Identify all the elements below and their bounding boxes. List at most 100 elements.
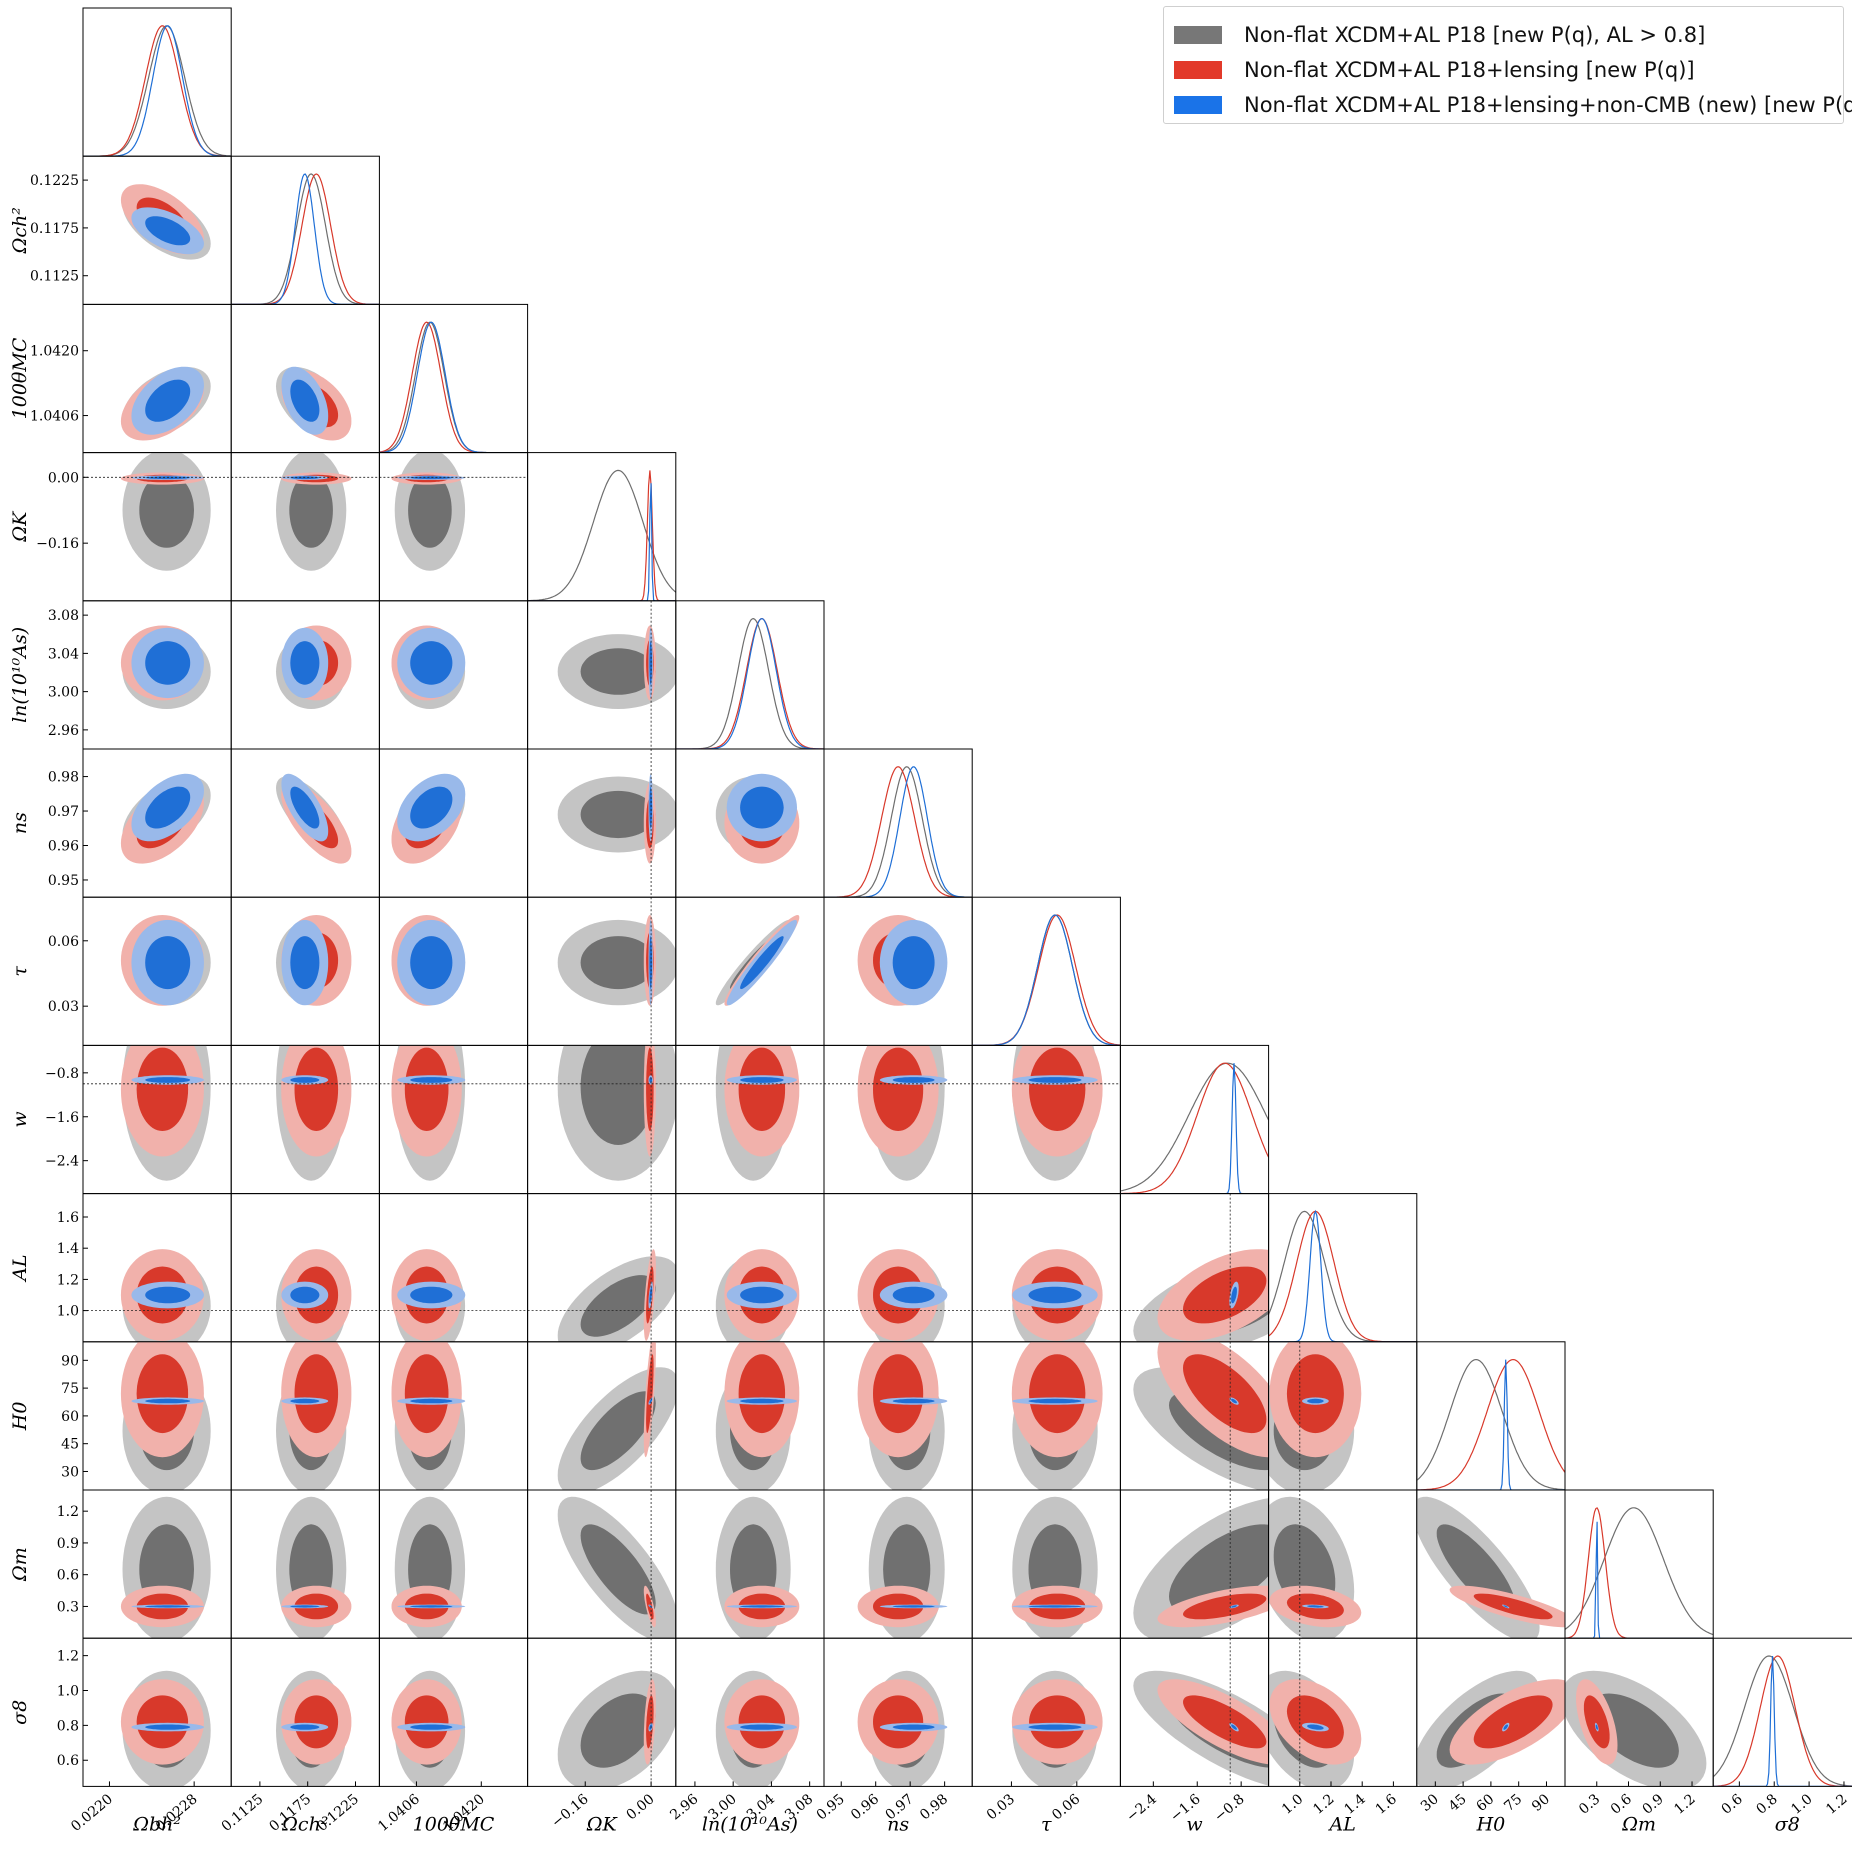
y-tick-label: 1.0 bbox=[57, 1684, 79, 1700]
contour-68-H0-sigma8-s1 bbox=[1473, 1695, 1553, 1749]
panel-ombh2-AL: 1.0 1.2 1.4 1.6 AL bbox=[9, 1193, 232, 1343]
panel-lnAs-AL bbox=[675, 1193, 825, 1343]
panel-H0-omegam bbox=[1416, 1489, 1566, 1639]
contour-68-theta-omegak-s0 bbox=[408, 472, 452, 548]
marginal-curve-AL-s0 bbox=[1268, 1210, 1417, 1342]
contour-68-lnAs-H0-s1 bbox=[738, 1354, 786, 1434]
y-tick-label: 1.2 bbox=[57, 1649, 79, 1665]
contour-68-ombh2-lnAs-s2 bbox=[145, 641, 191, 685]
panel-omegak-H0 bbox=[527, 1341, 677, 1491]
panel-omch2-theta bbox=[230, 303, 380, 454]
panel-content bbox=[857, 915, 948, 1006]
contour-68-theta-AL-s2 bbox=[410, 1286, 453, 1304]
panel-ombh2-omegam: 0.3 0.6 0.9 1.2 Ωm bbox=[9, 1489, 232, 1639]
contour-68-omegak-AL-s0 bbox=[580, 1275, 656, 1337]
panel-content bbox=[557, 1638, 676, 1787]
legend-item: Non-flat XCDM+AL P18+lensing+non-CMB (ne… bbox=[1174, 87, 1852, 122]
x-axis-label-omegak: ΩK bbox=[586, 1813, 619, 1835]
contour-68-ns-H0-s1 bbox=[873, 1354, 924, 1434]
y-axis-label-omch2: Ωch² bbox=[9, 207, 31, 254]
panel-ombh2-lnAs: 2.96 3.00 3.04 3.08 ln(10¹⁰As) bbox=[9, 600, 232, 750]
x-tick-label: 0.95 bbox=[814, 1791, 848, 1823]
contour-68-omegak-w-s1 bbox=[646, 1047, 654, 1131]
contour-68-omegak-sigma8-s1 bbox=[646, 1695, 654, 1749]
contour-68-lnAs-w-s1 bbox=[738, 1047, 786, 1131]
y-tick-label: 30 bbox=[61, 1464, 79, 1480]
contour-68-ombh2-omegam-s2 bbox=[145, 1605, 191, 1608]
x-tick-label: 60 bbox=[1474, 1791, 1498, 1815]
panel-content bbox=[675, 617, 824, 749]
panel-content bbox=[1416, 1670, 1566, 1787]
panel-content bbox=[715, 915, 800, 1006]
contour-68-ns-H0-s2 bbox=[892, 1398, 935, 1404]
y-axis-label-tau: τ bbox=[9, 966, 31, 977]
legend-label-p18-lensing: Non-flat XCDM+AL P18+lensing [new P(q)] bbox=[1244, 57, 1695, 82]
panel-ombh2-H0: 30 45 60 75 90 H0 bbox=[9, 1341, 232, 1491]
contour-68-lnAs-sigma8-s1 bbox=[738, 1695, 786, 1749]
panel-omch2-ns bbox=[230, 748, 380, 898]
contour-68-tau-sigma8-s1 bbox=[1029, 1695, 1086, 1749]
panel-ns-tau bbox=[823, 896, 973, 1046]
panel-lnAs-H0 bbox=[675, 1341, 825, 1491]
panel-content bbox=[675, 1249, 824, 1342]
panel-content bbox=[1011, 1341, 1103, 1491]
panel-frame bbox=[1416, 1341, 1566, 1491]
x-axis-label-ns: ns bbox=[887, 1813, 909, 1835]
legend-swatch-p18 bbox=[1174, 25, 1222, 44]
panel-content bbox=[715, 773, 800, 864]
y-tick-label: 45 bbox=[61, 1437, 79, 1453]
contour-68-omegak-lnAs-s0 bbox=[580, 648, 656, 695]
panel-content bbox=[391, 1670, 466, 1787]
panel-content bbox=[276, 366, 352, 441]
x-tick-label: 0.1125 bbox=[219, 1791, 267, 1835]
y-axis-label-H0: H0 bbox=[9, 1402, 31, 1432]
y-tick-label: −2.4 bbox=[45, 1154, 79, 1170]
panel-lnAs-omegam bbox=[675, 1489, 825, 1639]
panel-content bbox=[120, 366, 211, 441]
panel-H0-H0 bbox=[1416, 1341, 1566, 1491]
y-tick-label: −0.8 bbox=[45, 1066, 79, 1082]
panel-ombh2-omch2: 0.1125 0.1175 0.1225 Ωch² bbox=[9, 155, 232, 305]
panel-ombh2-w: −2.4 −1.6 −0.8 w bbox=[9, 1044, 232, 1195]
marginal-curve-omch2-s2 bbox=[231, 173, 380, 305]
marginal-curve-lnAs-s1 bbox=[675, 617, 824, 749]
marginal-curve-tau-s1 bbox=[972, 914, 1121, 1046]
contour-68-ombh2-omegak-s0 bbox=[139, 472, 194, 548]
marginal-curve-AL-s1 bbox=[1268, 1210, 1417, 1342]
y-axis-label-lnAs: ln(10¹⁰As) bbox=[9, 627, 31, 723]
contour-68-theta-tau-s2 bbox=[410, 936, 453, 990]
contour-68-theta-sigma8-s2 bbox=[410, 1724, 453, 1730]
panel-frame bbox=[527, 452, 677, 602]
panel-tau-w bbox=[971, 1044, 1121, 1195]
contour-68-lnAs-ns-s2 bbox=[740, 786, 784, 829]
y-tick-label: 1.6 bbox=[57, 1210, 79, 1226]
panel-content bbox=[557, 1341, 676, 1491]
marginal-curve-AL-s2 bbox=[1268, 1209, 1417, 1342]
panel-content bbox=[391, 773, 466, 864]
y-tick-label: 0.6 bbox=[57, 1753, 79, 1769]
legend-swatch-p18-lensing-noncmb bbox=[1174, 95, 1222, 114]
panel-content bbox=[1713, 1655, 1852, 1787]
y-tick-label: 90 bbox=[61, 1353, 79, 1369]
y-tick-label: 0.9 bbox=[57, 1536, 79, 1552]
x-tick-label: 1.2 bbox=[1671, 1791, 1698, 1818]
panel-omegak-tau bbox=[527, 896, 677, 1046]
contour-68-theta-H0-s1 bbox=[404, 1354, 449, 1434]
contour-68-w-H0-s2 bbox=[1231, 1398, 1237, 1404]
y-tick-label: 3.08 bbox=[48, 608, 79, 624]
contour-68-omegak-w-s0 bbox=[580, 1045, 656, 1145]
contour-68-H0-omegam-s2 bbox=[1503, 1605, 1508, 1608]
x-axis-label-tau: τ bbox=[1041, 1813, 1052, 1835]
marginal-curve-omegak-s1 bbox=[527, 470, 676, 601]
contour-68-w-omegam-s1 bbox=[1183, 1593, 1267, 1620]
panel-content bbox=[231, 173, 380, 305]
contour-68-theta-w-s1 bbox=[404, 1047, 449, 1131]
marginal-curve-ombh2-s0 bbox=[83, 25, 232, 157]
x-tick-label: 0.3 bbox=[1576, 1791, 1603, 1818]
x-tick-label: 0.98 bbox=[917, 1791, 951, 1823]
contour-68-omch2-H0-s2 bbox=[290, 1398, 320, 1404]
contour-68-theta-omegam-s2 bbox=[410, 1605, 453, 1608]
y-tick-label: −0.16 bbox=[36, 536, 79, 552]
panel-frame bbox=[1712, 1637, 1852, 1787]
